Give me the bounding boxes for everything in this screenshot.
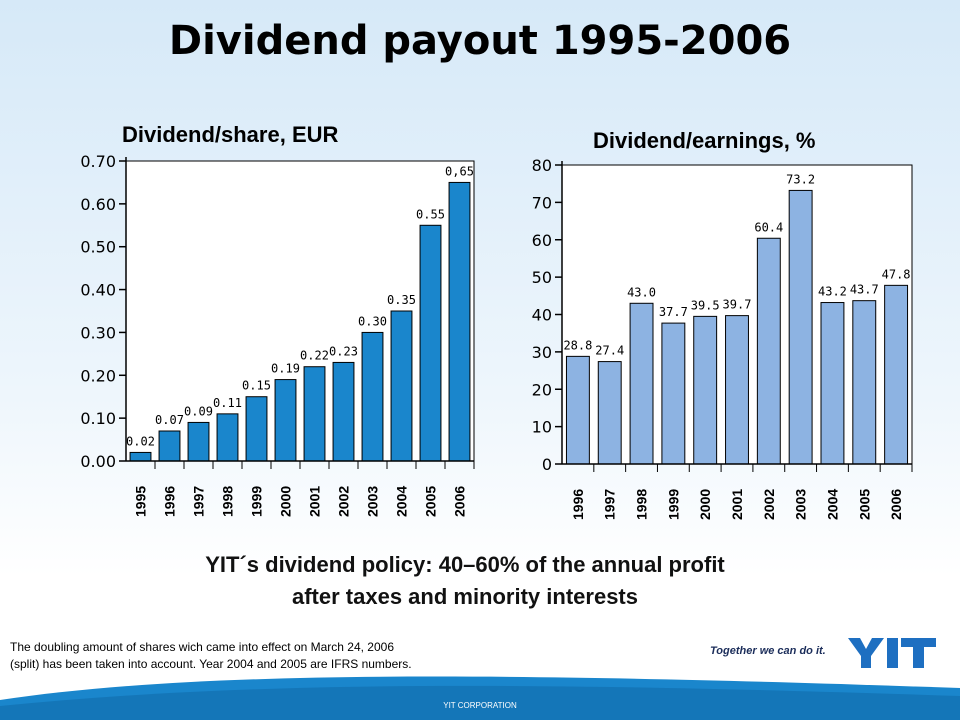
data-label: 39.7 <box>723 298 752 312</box>
x-tick-label: 1999 <box>249 486 265 517</box>
bar <box>661 322 686 465</box>
x-tick-label: 2003 <box>365 486 381 517</box>
x-tick-label: 2001 <box>729 489 745 520</box>
data-label: 47.8 <box>882 267 911 281</box>
y-tick-label: 30 <box>532 343 552 362</box>
policy-line-2: after taxes and minority interests <box>291 584 638 609</box>
data-label: 0.11 <box>213 396 242 410</box>
bar <box>597 361 622 465</box>
x-tick-label: 2003 <box>793 489 809 520</box>
y-tick-label: 0.20 <box>80 366 116 385</box>
y-tick-label: 0.10 <box>80 409 116 428</box>
slide-title: Dividend payout 1995-2006 <box>168 18 792 64</box>
x-tick-label: 2006 <box>888 489 904 520</box>
y-tick-label: 80 <box>532 156 552 175</box>
x-tick-label: 1998 <box>634 489 650 520</box>
x-tick-label: 2001 <box>307 486 323 517</box>
y-tick-label: 20 <box>532 380 552 399</box>
y-tick-label: 0.30 <box>80 323 116 342</box>
plot-area <box>125 160 475 462</box>
data-label: 73.2 <box>786 172 815 186</box>
x-tick-label: 1997 <box>602 489 618 520</box>
data-label: 60.4 <box>754 220 783 234</box>
y-tick-label: 0.00 <box>80 452 116 471</box>
data-label: 0.15 <box>242 379 271 393</box>
y-tick-label: 70 <box>532 193 552 212</box>
data-label: 0.02 <box>126 434 155 448</box>
data-label: 0.23 <box>329 344 358 358</box>
y-tick-label: 0.70 <box>80 152 116 171</box>
left-chart-title: Dividend/share, EUR <box>122 122 339 147</box>
y-tick-label: 40 <box>532 306 552 325</box>
slogan: Together we can do it. <box>710 645 826 657</box>
y-tick-label: 0 <box>542 455 552 474</box>
corporation-label: YIT CORPORATION <box>443 701 517 710</box>
data-label: 27.4 <box>595 344 624 358</box>
right-chart-title: Dividend/earnings, % <box>593 128 816 153</box>
x-tick-label: 2004 <box>824 489 840 520</box>
data-label: 37.7 <box>659 305 688 319</box>
data-label: 0,65 <box>445 164 474 178</box>
bar <box>693 315 718 465</box>
x-tick-label: 1997 <box>191 486 207 517</box>
data-label: 43.0 <box>627 285 656 299</box>
x-tick-label: 2004 <box>394 486 410 517</box>
y-tick-label: 50 <box>532 268 552 287</box>
bar <box>725 315 749 465</box>
yit-logo <box>848 638 936 668</box>
dividend-policy: YIT´s dividend policy: 40–60% of the ann… <box>60 549 870 613</box>
x-tick-label: 1996 <box>570 489 586 520</box>
x-tick-label: 1996 <box>162 486 178 517</box>
data-label: 0.22 <box>300 349 329 363</box>
data-label: 43.7 <box>850 283 879 297</box>
data-label: 0.55 <box>416 207 445 221</box>
y-tick-label: 10 <box>532 418 552 437</box>
data-label: 0.30 <box>358 314 387 328</box>
data-label: 43.2 <box>818 285 847 299</box>
policy-line-1: YIT´s dividend policy: 40–60% of the ann… <box>205 552 725 577</box>
data-label: 28.8 <box>563 338 592 352</box>
bar <box>565 355 590 465</box>
x-tick-label: 2000 <box>278 486 294 517</box>
y-tick-label: 60 <box>532 231 552 250</box>
y-tick-label: 0.50 <box>80 238 116 257</box>
x-tick-label: 2006 <box>452 486 468 517</box>
y-tick-label: 0.40 <box>80 281 116 300</box>
bar <box>629 302 654 465</box>
bar <box>852 300 877 465</box>
bar <box>884 284 909 465</box>
x-tick-label: 2005 <box>856 489 872 520</box>
data-label: 0.19 <box>271 362 300 376</box>
data-label: 0.09 <box>184 404 213 418</box>
x-tick-label: 2002 <box>336 486 352 517</box>
x-tick-label: 2002 <box>761 489 777 520</box>
bar <box>820 302 845 465</box>
data-label: 39.5 <box>691 298 720 312</box>
bar <box>788 189 813 465</box>
x-tick-label: 1999 <box>665 489 681 520</box>
footer-wave <box>0 676 960 720</box>
x-tick-label: 2000 <box>697 489 713 520</box>
bar <box>756 237 781 465</box>
x-tick-label: 1995 <box>133 486 149 517</box>
x-tick-label: 1998 <box>220 486 236 517</box>
y-tick-label: 0.60 <box>80 195 116 214</box>
data-label: 0.35 <box>387 293 416 307</box>
x-tick-label: 2005 <box>423 486 439 517</box>
footnote: The doubling amount of shares wich came … <box>10 640 412 671</box>
data-label: 0.07 <box>155 413 184 427</box>
